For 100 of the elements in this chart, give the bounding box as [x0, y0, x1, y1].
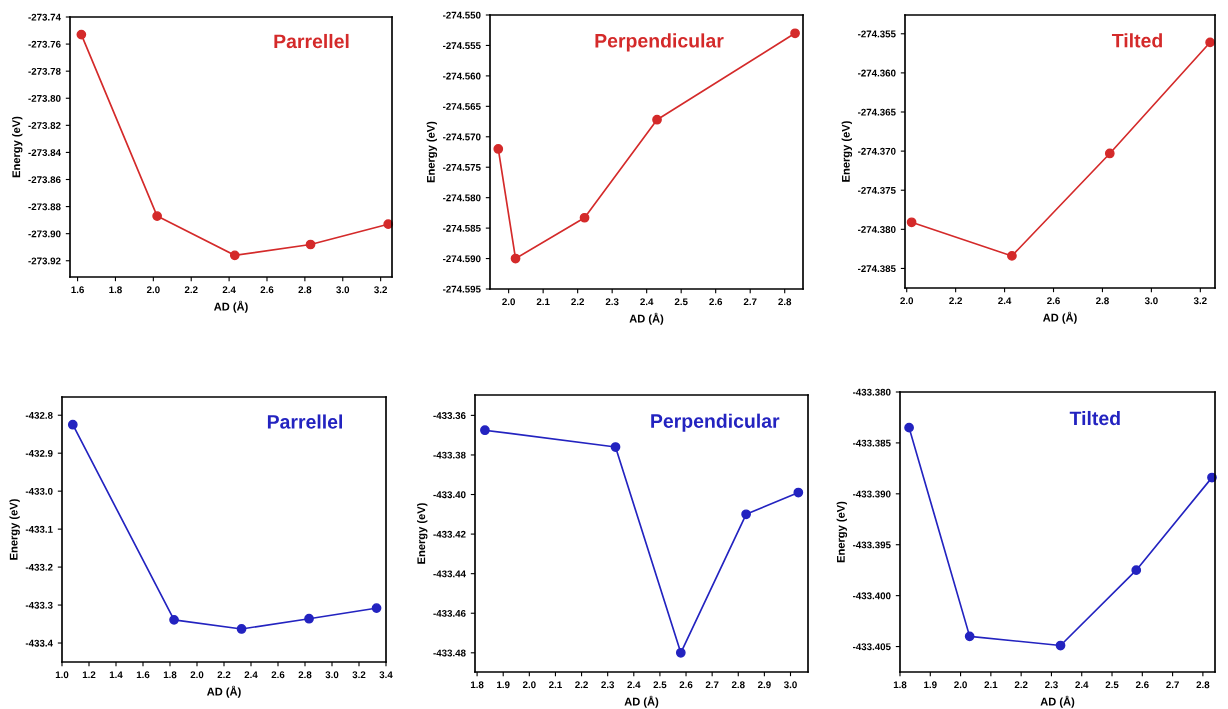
y-tick-label: -433.380	[852, 388, 891, 396]
y-tick-label: -273.74	[28, 13, 61, 21]
x-axis-title: AD (Å)	[1040, 695, 1075, 708]
text: Parrellel	[267, 414, 342, 429]
y-tick-label: -273.80	[28, 94, 61, 102]
y-tick-label: -433.405	[852, 643, 891, 651]
y-tick-label: -433.2	[25, 563, 53, 571]
y-tick-label: -274.555	[442, 42, 481, 50]
x-tick-label: 2.7	[705, 681, 719, 689]
x-tick-label: 2.5	[653, 681, 667, 689]
y-axis-title: Energy (eV)	[12, 116, 23, 178]
point	[152, 211, 162, 221]
y-tick-label: -433.390	[852, 490, 891, 498]
x-tick-label: 1.0	[55, 671, 69, 679]
y-axis-title: Energy (eV)	[426, 121, 438, 183]
y-tick-label: -274.570	[442, 133, 481, 141]
x-axis-title: AD (Å)	[629, 312, 664, 325]
x-tick-label: 2.6	[271, 671, 285, 679]
x-tick-label: 2.6	[1047, 297, 1060, 305]
x-tick-label: 2.6	[709, 298, 723, 306]
point	[1205, 37, 1215, 48]
x-tick-label: 2.0	[522, 681, 536, 689]
x-tick-label: 2.2	[184, 286, 198, 294]
point	[675, 647, 686, 658]
point	[1131, 565, 1142, 576]
point	[741, 509, 751, 520]
y-axis-title: Energy (eV)	[836, 501, 848, 563]
x-tick-label: 2.0	[190, 671, 204, 679]
y-tick-label: -274.565	[442, 103, 481, 110]
y-tick-label: -432.9	[25, 449, 53, 457]
x-tick-label: 3.0	[325, 671, 339, 679]
x-tick-label: 2.2	[949, 297, 963, 305]
y-axis-title: Energy (eV)	[841, 121, 853, 182]
y-tick-label: -274.580	[442, 194, 481, 202]
x-tick-label: 2.2	[571, 298, 585, 306]
y-tick-label: -274.370	[857, 147, 896, 155]
x-tick-label: 1.9	[497, 681, 510, 689]
point	[793, 487, 804, 498]
y-tick-label: -433.395	[852, 541, 891, 549]
y-tick-label: -274.360	[857, 69, 896, 77]
text: Parrellel	[274, 33, 349, 49]
y-tick-label: -433.1	[25, 525, 53, 533]
x-tick-label: 2.8	[1096, 297, 1109, 305]
y-tick-label: -273.78	[28, 67, 61, 75]
x-tick-label: 2.4	[640, 298, 654, 306]
y-axis-title: Energy (eV)	[417, 503, 428, 564]
point	[904, 422, 914, 433]
point	[169, 614, 179, 625]
y-tick-label: -273.82	[28, 122, 61, 129]
point	[229, 250, 240, 261]
x-tick-label: 2.2	[217, 671, 231, 679]
x-tick-label: 2.0	[146, 286, 160, 294]
x-tick-label: 3.2	[1193, 297, 1207, 305]
y-tick-label: -433.0	[25, 487, 53, 495]
x-tick-label: 2.7	[1166, 681, 1179, 689]
y-tick-label: -274.585	[442, 224, 481, 232]
y-tick-label: -274.560	[442, 72, 481, 80]
point	[480, 425, 490, 436]
point	[1104, 148, 1115, 159]
x-tick-label: 2.4	[244, 671, 258, 679]
point	[493, 144, 504, 154]
y-tick-label: -274.365	[857, 108, 896, 116]
point	[964, 631, 975, 642]
y-tick-label: -433.42	[433, 530, 466, 538]
x-tick-label: 2.8	[1196, 681, 1210, 689]
x-axis-title: AD (Å)	[1043, 311, 1077, 324]
x-tick-label: 3.2	[352, 671, 366, 679]
x-tick-label: 2.1	[984, 681, 998, 689]
x-tick-label: 2.7	[743, 298, 757, 306]
text: Tilted	[1111, 33, 1162, 48]
y-tick-label: -433.3	[25, 601, 53, 609]
point	[67, 419, 78, 430]
text: Perpendicular	[595, 33, 724, 52]
y-tick-label: -274.550	[442, 11, 481, 19]
point	[371, 603, 382, 613]
x-tick-label: 2.0	[502, 298, 515, 306]
x-tick-label: 2.4	[222, 286, 236, 294]
point	[76, 29, 87, 40]
point	[906, 217, 917, 228]
y-tick-label: -273.92	[28, 257, 61, 265]
x-tick-label: 2.8	[298, 286, 312, 294]
x-tick-label: 1.8	[109, 286, 122, 294]
x-tick-label: 2.0	[900, 297, 914, 305]
point	[610, 442, 621, 452]
x-tick-label: 2.2	[575, 681, 588, 689]
x-tick-label: 2.0	[954, 681, 967, 689]
y-tick-label: -273.86	[28, 176, 61, 184]
x-tick-label: 2.8	[778, 298, 792, 306]
x-tick-label: 1.8	[893, 681, 907, 689]
text: Tilted	[1069, 410, 1120, 426]
point	[510, 253, 521, 264]
y-tick-label: -274.375	[857, 186, 896, 194]
y-tick-label: -433.4	[25, 639, 53, 647]
x-tick-label: 1.4	[109, 671, 123, 679]
point	[305, 239, 316, 250]
y-tick-label: -433.44	[433, 570, 466, 578]
y-tick-label: -433.40	[433, 491, 466, 499]
y-tick-label: -433.38	[433, 451, 466, 459]
x-axis-title: AD (Å)	[207, 685, 241, 698]
x-tick-label: 2.8	[731, 681, 745, 689]
